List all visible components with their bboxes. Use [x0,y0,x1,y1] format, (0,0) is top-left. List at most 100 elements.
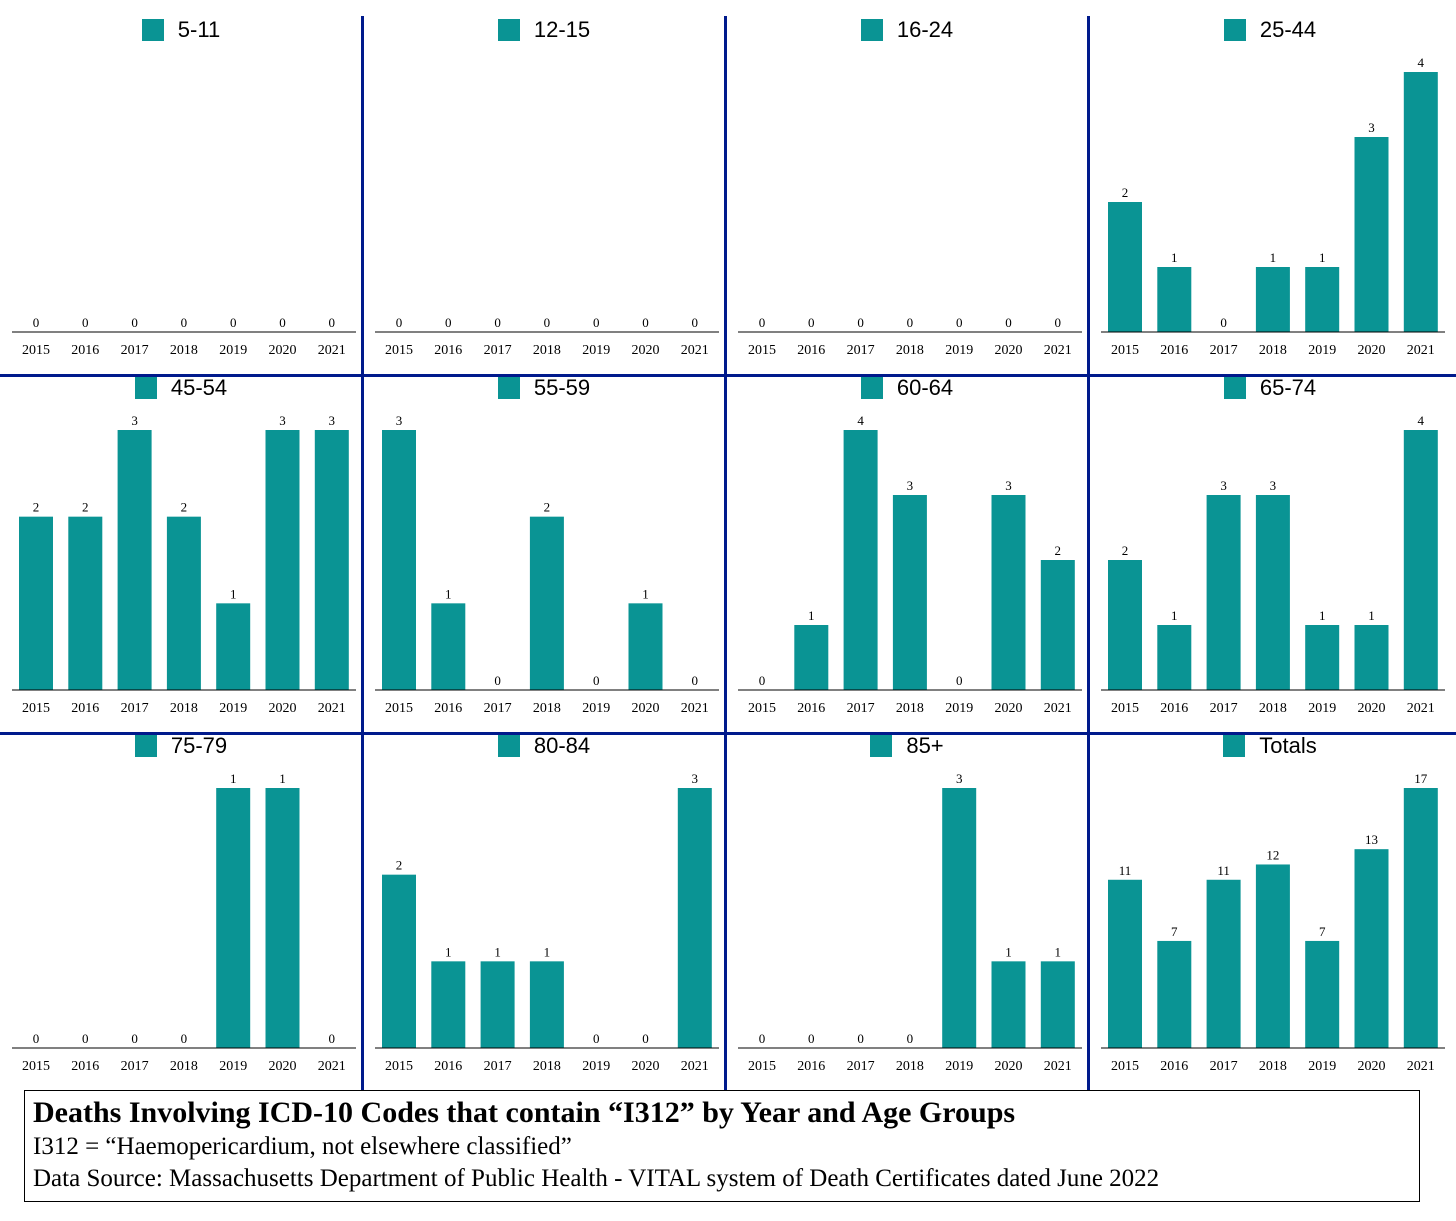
bar [1206,495,1241,690]
data-label: 0 [445,315,452,330]
x-tick-label: 2020 [995,343,1023,358]
bar [216,603,251,690]
data-label: 0 [33,1031,40,1046]
bar [628,603,663,690]
data-label: 1 [445,586,452,601]
x-tick-label: 2016 [71,1059,99,1074]
chart-legend: 65-74 [1089,374,1451,402]
grid-divider-horizontal [0,374,1456,377]
data-label: 0 [131,315,138,330]
bar [843,430,878,690]
bar [677,788,712,1048]
bar [1157,625,1192,690]
legend-swatch [134,377,157,399]
chart-legend: 25-44 [1089,16,1451,44]
x-tick-label: 2017 [121,343,149,358]
bar [68,516,103,690]
x-tick-label: 2021 [681,1059,709,1074]
data-label: 2 [1122,185,1129,200]
x-tick-label: 2021 [681,701,709,716]
x-tick-label: 2019 [1308,343,1336,358]
x-tick-label: 2021 [318,343,346,358]
x-tick-label: 2018 [1259,1059,1287,1074]
bar [1040,560,1075,690]
legend-label: 5-11 [177,17,221,42]
bar [19,516,53,690]
bar [166,516,201,690]
bar [431,603,466,690]
x-tick-label: 2017 [121,1059,149,1074]
data-label: 1 [1005,944,1012,959]
bar [1255,495,1290,690]
bar [1305,267,1340,332]
legend-swatch [497,19,520,41]
bar [1206,879,1241,1048]
bar-chart: 2 2015 2 2016 3 2017 2 2018 1 2019 3 2020 3 2021 [12,413,356,716]
x-tick-label: 2016 [71,343,99,358]
data-label: 3 [1220,478,1227,493]
legend-swatch [141,19,164,41]
chart-legend: 16-24 [726,16,1088,44]
x-tick-label: 2015 [748,701,776,716]
legend-swatch [497,377,520,399]
data-label: 1 [230,586,237,601]
data-label: 0 [692,315,699,330]
data-label: 0 [759,673,766,688]
x-tick-label: 2019 [945,701,973,716]
data-label: 0 [494,673,501,688]
data-label: 0 [494,315,501,330]
data-label: 3 [279,413,286,428]
x-tick-label: 2018 [1259,701,1287,716]
chart-legend: 80-84 [363,732,725,760]
data-label: 2 [1122,543,1129,558]
bar-chart: 0 2015 0 2016 0 2017 0 2018 0 2019 0 2020 0 2021 [12,315,356,358]
data-label: 0 [642,1031,649,1046]
x-tick-label: 2017 [484,343,512,358]
x-tick-label: 2019 [945,1059,973,1074]
x-tick-label: 2018 [170,1059,198,1074]
x-tick-label: 2017 [847,343,875,358]
x-tick-label: 2020 [995,701,1023,716]
x-tick-label: 2018 [896,343,924,358]
data-label: 0 [181,1031,188,1046]
x-tick-label: 2017 [1210,1059,1238,1074]
x-tick-label: 2015 [22,701,50,716]
data-label: 0 [593,315,600,330]
chart-panel: 0 2015 0 2016 0 2017 0 2018 0 2019 0 2020 0 2021 16-24 [726,0,1088,358]
x-tick-label: 2017 [847,701,875,716]
bar [1157,940,1192,1048]
legend-swatch [134,735,157,757]
x-tick-label: 2020 [1358,701,1386,716]
x-tick-label: 2017 [484,701,512,716]
x-tick-label: 2019 [219,701,247,716]
legend-label: 65-74 [1259,375,1317,400]
bar [1354,137,1389,332]
data-label: 1 [279,771,286,786]
legend-label: 60-64 [896,375,954,400]
bar-chart: 0 2015 0 2016 0 2017 0 2018 0 2019 0 2020 0 2021 [738,315,1082,358]
grid-divider-vertical [724,16,727,1090]
x-tick-label: 2015 [385,343,413,358]
data-label: 0 [329,1031,336,1046]
x-tick-label: 2021 [1044,701,1072,716]
bar [314,430,349,690]
data-label: 3 [1005,478,1012,493]
chart-panel: 11 2015 7 2016 11 2017 12 2018 7 2019 13 2020 17 2021… [1089,716,1451,1074]
bar [794,625,829,690]
data-label: 0 [131,1031,138,1046]
data-label: 7 [1171,924,1178,939]
data-label: 0 [1005,315,1012,330]
data-label: 4 [1418,55,1425,70]
legend-label: 45-54 [170,375,228,400]
data-label: 1 [642,586,649,601]
grid-divider-vertical [1087,16,1090,1090]
x-tick-label: 2017 [484,1059,512,1074]
data-label: 0 [544,315,551,330]
caption-title: Deaths Involving ICD-10 Codes that conta… [33,1096,1016,1129]
x-tick-label: 2016 [71,701,99,716]
x-tick-label: 2018 [1259,343,1287,358]
data-label: 2 [1055,543,1062,558]
legend-label: 75-79 [170,733,228,758]
chart-panel: 0 2015 0 2016 0 2017 0 2018 0 2019 0 2020 0 2021 5-11 [0,0,362,358]
x-tick-label: 2020 [269,343,297,358]
